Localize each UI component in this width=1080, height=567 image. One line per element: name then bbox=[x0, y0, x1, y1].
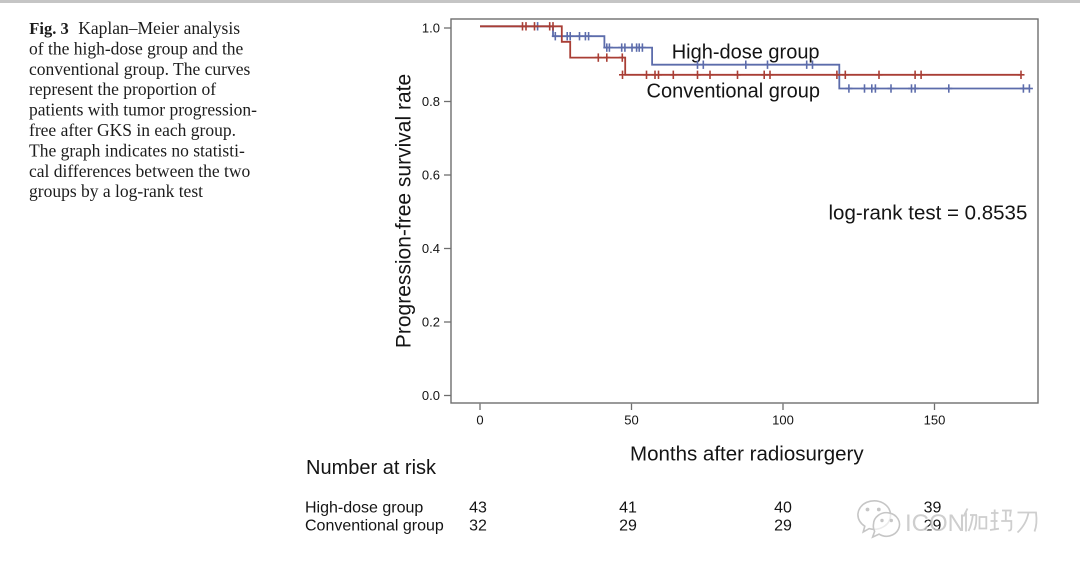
svg-text:log-rank test = 0.8535: log-rank test = 0.8535 bbox=[829, 202, 1028, 225]
svg-text:0.6: 0.6 bbox=[422, 168, 440, 183]
svg-text:High-dose group: High-dose group bbox=[305, 500, 423, 517]
svg-text:41: 41 bbox=[619, 500, 637, 517]
svg-text:cal differences between the tw: cal differences between the two bbox=[29, 161, 250, 181]
svg-text:groups by a log-rank test: groups by a log-rank test bbox=[29, 181, 203, 201]
svg-text:150: 150 bbox=[924, 413, 946, 428]
svg-text:High-dose group: High-dose group bbox=[672, 41, 820, 63]
svg-text:The graph indicates no statist: The graph indicates no statisti- bbox=[29, 140, 245, 160]
svg-text:conventional group. The curves: conventional group. The curves bbox=[29, 59, 250, 79]
svg-text:29: 29 bbox=[774, 518, 792, 535]
svg-text:39: 39 bbox=[924, 500, 942, 517]
svg-text:0.0: 0.0 bbox=[422, 388, 440, 403]
svg-text:Conventional group: Conventional group bbox=[647, 80, 820, 102]
svg-text:50: 50 bbox=[624, 413, 638, 428]
svg-text:Months after radiosurgery: Months after radiosurgery bbox=[630, 443, 864, 466]
svg-text:29: 29 bbox=[924, 518, 942, 535]
svg-text:0.2: 0.2 bbox=[422, 315, 440, 330]
svg-text:0: 0 bbox=[476, 413, 483, 428]
svg-text:of the high-dose group and the: of the high-dose group and the bbox=[29, 38, 244, 58]
svg-text:Conventional group: Conventional group bbox=[305, 518, 444, 535]
svg-text:32: 32 bbox=[469, 518, 487, 535]
svg-text:40: 40 bbox=[774, 500, 792, 517]
svg-text:ICON: ICON bbox=[905, 510, 965, 537]
svg-text:1.0: 1.0 bbox=[422, 21, 440, 36]
svg-text:Progression-free survival rate: Progression-free survival rate bbox=[393, 74, 416, 348]
svg-text:free after GKS in each group.: free after GKS in each group. bbox=[29, 120, 236, 140]
svg-text:represent the proportion of: represent the proportion of bbox=[29, 79, 216, 99]
svg-text:43: 43 bbox=[469, 500, 487, 517]
svg-text:0.8: 0.8 bbox=[422, 94, 440, 109]
svg-text:29: 29 bbox=[619, 518, 637, 535]
svg-text:0.4: 0.4 bbox=[422, 241, 440, 256]
svg-text:Number at risk: Number at risk bbox=[306, 457, 437, 479]
svg-text:100: 100 bbox=[772, 413, 794, 428]
svg-text:patients with tumor progressio: patients with tumor progression- bbox=[29, 100, 257, 120]
